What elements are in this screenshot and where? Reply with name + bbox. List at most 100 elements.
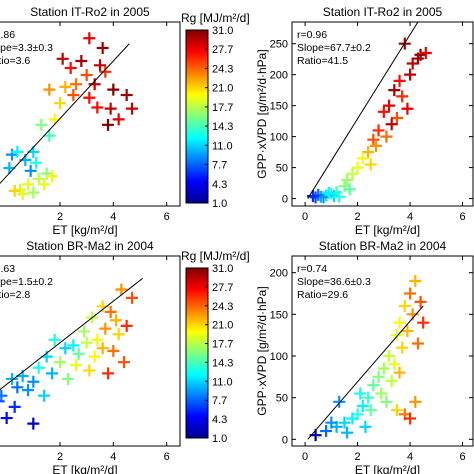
x-tick-label: 4 bbox=[110, 451, 116, 463]
colorbar-gradient bbox=[185, 267, 209, 439]
y-tick-label: 50 bbox=[276, 393, 288, 405]
data-point bbox=[72, 347, 85, 360]
plot-frame bbox=[291, 255, 474, 447]
data-point bbox=[359, 420, 372, 433]
data-point bbox=[32, 361, 45, 374]
data-point bbox=[404, 412, 417, 425]
data-point bbox=[390, 404, 403, 417]
data-point bbox=[3, 162, 16, 175]
colorbar-tick-label: 7.7 bbox=[212, 395, 227, 407]
data-point bbox=[346, 412, 359, 425]
y-axis-label: GPP·xVPD [g/m²/d·hPa] bbox=[255, 286, 269, 415]
stat-annotation: Ratio=3.6 bbox=[0, 55, 30, 67]
data-point bbox=[0, 400, 5, 403]
colorbar-title: Rg [MJ/m²/d] bbox=[181, 11, 250, 25]
colorbar-tick-label: 21.0 bbox=[212, 320, 233, 332]
y-axis-label: GPP·xVPD [g/m²/d·hPa] bbox=[255, 49, 269, 178]
data-point bbox=[11, 381, 24, 394]
data-point bbox=[75, 54, 88, 67]
panel-title: Station IT-Ro2 in 2005 bbox=[30, 5, 150, 19]
data-point bbox=[372, 370, 385, 383]
data-point bbox=[30, 156, 42, 169]
data-point bbox=[80, 69, 93, 82]
data-point bbox=[96, 41, 109, 54]
data-point bbox=[126, 291, 138, 304]
data-point bbox=[390, 112, 403, 125]
y-tick-label: 100 bbox=[270, 132, 288, 144]
x-tick-label: 6 bbox=[164, 211, 170, 223]
y-tick-label: 0 bbox=[282, 434, 288, 446]
data-point bbox=[385, 118, 398, 131]
data-point bbox=[414, 295, 427, 308]
data-point bbox=[322, 186, 335, 199]
data-point bbox=[99, 65, 112, 78]
data-point bbox=[393, 366, 406, 379]
y-tick-label: 200 bbox=[270, 268, 288, 280]
data-point bbox=[126, 102, 138, 115]
data-point bbox=[380, 130, 393, 143]
data-point bbox=[377, 105, 390, 118]
stat-annotation: Ratio=41.5 bbox=[297, 55, 348, 67]
data-point bbox=[112, 328, 125, 341]
data-point bbox=[88, 78, 101, 91]
colorbar-gradient bbox=[185, 29, 209, 204]
data-point bbox=[341, 173, 354, 186]
data-point bbox=[43, 83, 56, 96]
data-point bbox=[16, 188, 29, 201]
y-tick-label: 150 bbox=[270, 309, 288, 321]
y-tick-label: 250 bbox=[270, 39, 288, 51]
data-point bbox=[419, 46, 432, 59]
data-point bbox=[83, 32, 96, 45]
data-point bbox=[343, 183, 356, 196]
x-tick-label: 2 bbox=[355, 211, 361, 223]
data-point bbox=[59, 80, 72, 93]
data-point bbox=[38, 178, 50, 191]
x-tick-label: 2 bbox=[355, 451, 361, 463]
fit-line bbox=[307, 305, 424, 440]
data-point bbox=[35, 118, 48, 131]
x-tick-label: 6 bbox=[459, 211, 465, 223]
colorbar-tick-label: 24.3 bbox=[212, 63, 233, 75]
data-point bbox=[6, 372, 18, 385]
colorbar-tick-label: 4.3 bbox=[212, 414, 227, 426]
x-tick-label: 2 bbox=[57, 451, 63, 463]
stat-annotation: Slope=67.7±0.2 bbox=[297, 42, 371, 54]
data-point bbox=[0, 389, 8, 402]
x-tick-label: 6 bbox=[459, 451, 465, 463]
data-point bbox=[83, 91, 96, 104]
data-point bbox=[104, 102, 117, 115]
panel-title: Station BR-Ma2 in 2004 bbox=[26, 239, 154, 253]
data-point bbox=[120, 89, 133, 102]
colorbar-tick-label: 7.7 bbox=[212, 160, 227, 172]
data-point bbox=[70, 78, 82, 91]
data-point bbox=[83, 364, 96, 377]
stat-annotation: r=0.63 bbox=[0, 263, 15, 275]
plot-frame bbox=[0, 255, 181, 447]
scatter-panel-4: 0 2 4 6 0 50 100 150 200 Station BR-Ma2 in 2004 r=… bbox=[255, 239, 474, 474]
data-point bbox=[356, 152, 369, 165]
data-layer bbox=[0, 277, 143, 430]
colorbar-title: Rg [MJ/m²/d] bbox=[181, 249, 250, 263]
data-point bbox=[80, 336, 93, 349]
data-point bbox=[38, 389, 50, 402]
data-point bbox=[67, 339, 80, 352]
data-point bbox=[411, 52, 424, 65]
scatter-panel-1: 2 4 6 Station IT-Ro2 in 2005 r=0.86Slope=3.3… bbox=[0, 5, 181, 237]
colorbar-tick-label: 4.3 bbox=[212, 179, 227, 191]
data-point bbox=[333, 190, 346, 203]
data-point bbox=[393, 74, 406, 87]
data-point bbox=[320, 425, 333, 437]
data-point bbox=[367, 133, 380, 146]
data-point bbox=[91, 101, 104, 114]
stat-annotation: Ratio=2.8 bbox=[0, 289, 30, 301]
x-tick-label: 0 bbox=[302, 451, 308, 463]
x-tick-label: 4 bbox=[407, 451, 413, 463]
data-point bbox=[48, 333, 61, 346]
data-point bbox=[11, 145, 24, 158]
data-point bbox=[404, 68, 417, 81]
data-point bbox=[375, 387, 388, 400]
colorbar-tick-label: 17.7 bbox=[212, 339, 233, 351]
data-layer bbox=[0, 32, 138, 201]
data-point bbox=[67, 89, 80, 102]
